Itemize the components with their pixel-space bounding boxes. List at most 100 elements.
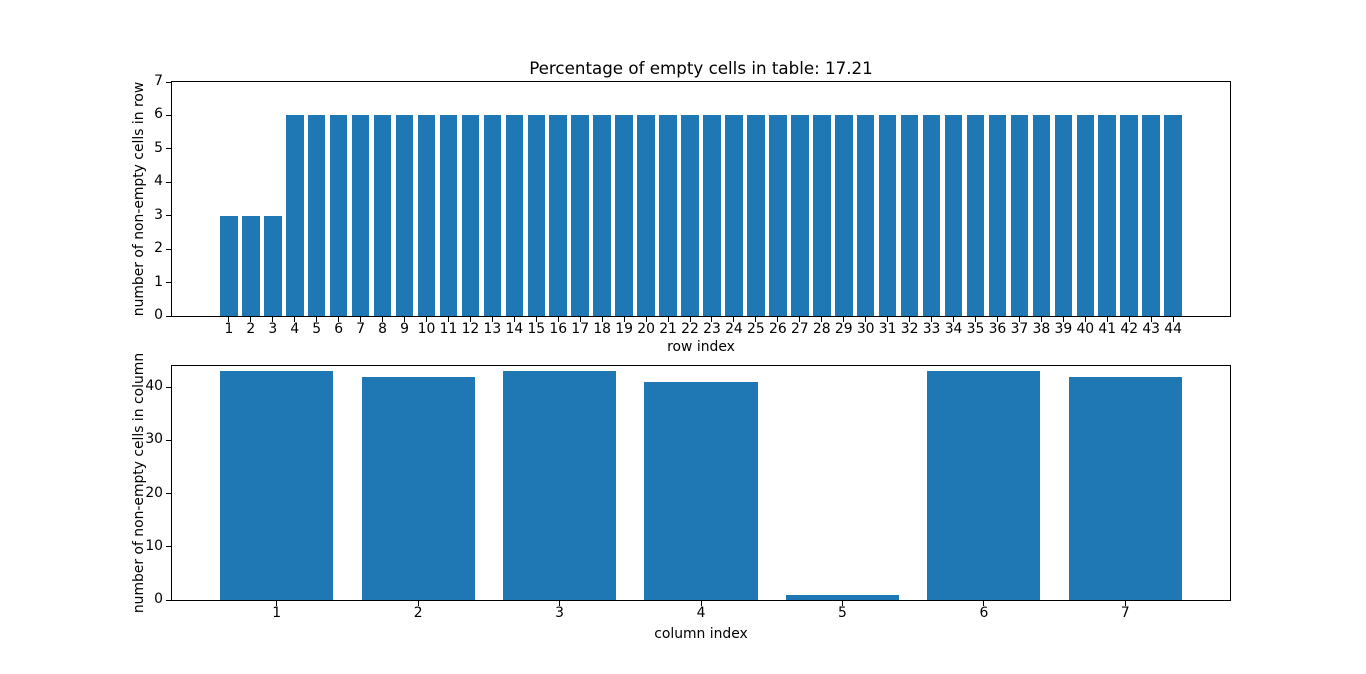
x-tick-label: 4 <box>290 321 300 337</box>
y-tick <box>166 81 171 83</box>
x-tick <box>294 317 296 322</box>
x-tick <box>799 317 801 322</box>
x-tick-label: 8 <box>378 321 387 337</box>
x-tick <box>1128 317 1130 322</box>
x-axis-label-rows: row index <box>667 339 735 355</box>
x-tick-label: 32 <box>900 321 919 337</box>
y-tick-label: 5 <box>154 139 163 156</box>
bar <box>922 115 941 316</box>
bar <box>791 115 809 316</box>
y-tick <box>166 315 171 317</box>
x-tick <box>382 317 384 322</box>
x-tick <box>931 317 933 322</box>
x-axis-label-columns: column index <box>654 626 748 642</box>
bar <box>769 115 787 316</box>
y-tick <box>166 599 171 601</box>
bar <box>502 371 617 600</box>
bar <box>1068 376 1182 600</box>
x-tick-label: 21 <box>659 321 677 337</box>
x-tick <box>733 317 735 322</box>
x-tick <box>1040 317 1042 322</box>
x-tick-label: 4 <box>696 605 706 621</box>
bar <box>703 115 721 316</box>
x-tick-label: 5 <box>838 605 847 621</box>
x-tick <box>360 317 362 322</box>
x-tick <box>559 601 561 606</box>
x-tick <box>338 317 340 322</box>
y-tick <box>166 248 171 250</box>
x-tick-label: 43 <box>1142 321 1160 337</box>
y-tick-label: 0 <box>154 591 163 608</box>
bar <box>285 115 304 316</box>
bar <box>307 115 326 316</box>
bar <box>220 371 334 600</box>
x-tick-label: 5 <box>312 321 322 337</box>
bar <box>1076 115 1095 316</box>
y-tick <box>166 148 171 150</box>
x-tick <box>821 317 823 322</box>
bar <box>1120 115 1138 316</box>
bar <box>681 115 699 316</box>
y-tick-label: 7 <box>154 73 163 90</box>
x-tick-label: 26 <box>769 321 787 337</box>
bar <box>812 115 831 316</box>
bar <box>988 115 1007 316</box>
x-tick <box>755 317 757 322</box>
y-tick-label: 2 <box>154 240 163 257</box>
x-tick <box>272 317 274 322</box>
y-tick <box>166 282 171 284</box>
x-tick <box>557 317 559 322</box>
x-tick <box>513 317 515 322</box>
x-tick <box>983 601 985 606</box>
x-tick-label: 23 <box>703 321 721 337</box>
bar <box>1054 115 1073 316</box>
bar <box>264 215 282 316</box>
x-tick <box>700 601 702 606</box>
x-tick-label: 37 <box>1010 321 1029 337</box>
x-tick-label: 12 <box>461 321 480 337</box>
x-tick <box>1172 317 1174 322</box>
x-tick-label: 16 <box>549 321 568 337</box>
x-tick <box>1106 317 1108 322</box>
y-tick <box>166 181 171 183</box>
y-tick-label: 0 <box>154 307 163 324</box>
bar <box>1142 115 1160 316</box>
x-tick <box>974 317 976 322</box>
bar <box>439 115 458 316</box>
x-tick <box>667 317 669 322</box>
x-tick <box>777 317 779 322</box>
bar <box>856 115 875 316</box>
bar <box>329 115 348 316</box>
x-tick-label: 3 <box>268 321 278 337</box>
y-tick <box>166 546 171 548</box>
x-tick <box>250 317 252 322</box>
x-tick-label: 29 <box>834 321 853 337</box>
x-tick-label: 9 <box>400 321 409 337</box>
x-tick <box>535 317 537 322</box>
bar <box>220 215 238 316</box>
x-tick-label: 20 <box>637 321 655 337</box>
bar <box>571 115 589 316</box>
x-tick <box>447 317 449 322</box>
x-tick-label: 7 <box>1120 605 1130 621</box>
x-tick-label: 15 <box>527 321 546 337</box>
x-tick-label: 41 <box>1098 321 1117 337</box>
x-tick <box>1084 317 1086 322</box>
x-tick <box>1124 601 1126 606</box>
x-tick <box>469 317 471 322</box>
x-tick-label: 19 <box>615 321 633 337</box>
bar <box>900 115 919 316</box>
x-tick <box>228 317 230 322</box>
x-tick-label: 35 <box>966 321 985 337</box>
plot-area-rows: 1 2 3 4 5 6 7 8 9 10 11 12 13 14 15 16 17 18 19 20 21 22 23 24 2… <box>154 74 1231 336</box>
bar <box>966 115 985 316</box>
x-tick <box>623 317 625 322</box>
x-tick <box>579 317 581 322</box>
x-tick-label: 6 <box>979 605 989 621</box>
bar <box>527 115 546 316</box>
y-tick <box>166 215 171 217</box>
x-tick-label: 7 <box>356 321 366 337</box>
bar <box>351 115 370 316</box>
x-tick <box>865 317 867 322</box>
